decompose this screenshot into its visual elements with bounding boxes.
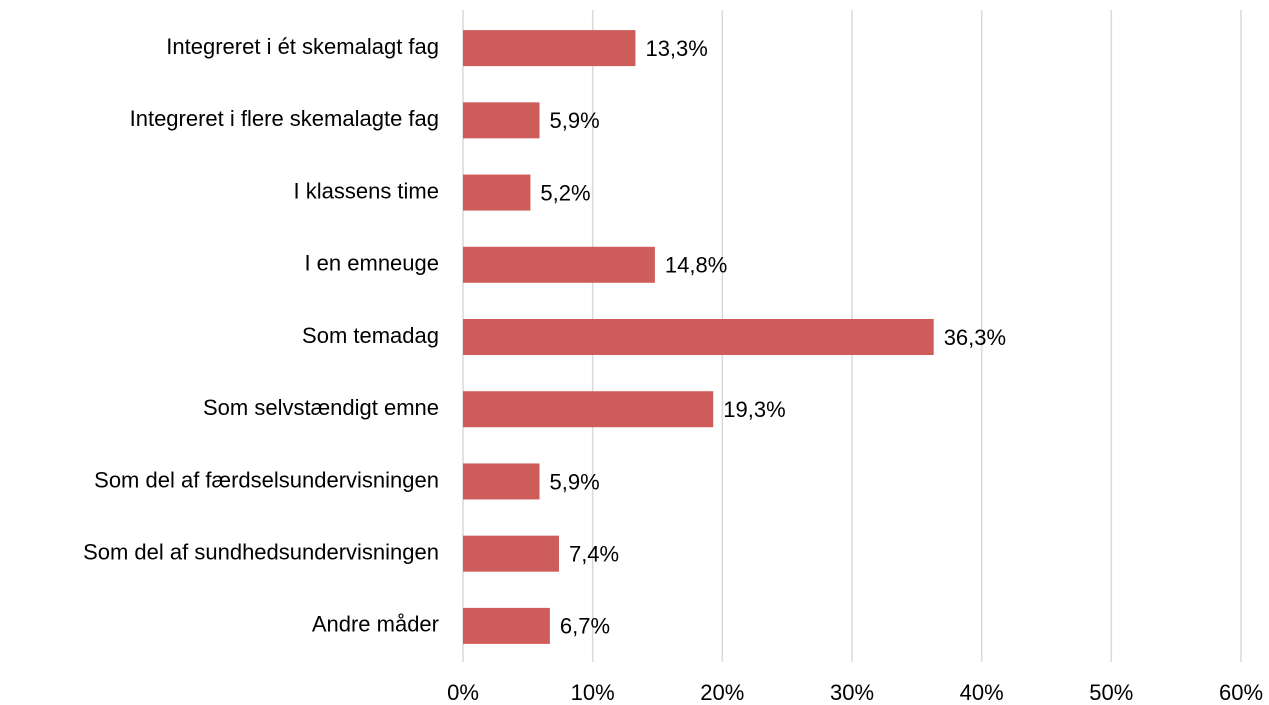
bar (463, 319, 934, 355)
x-tick-label: 60% (1219, 680, 1263, 705)
x-tick-label: 0% (447, 680, 479, 705)
bar (463, 174, 531, 211)
data-label: 19,3% (723, 397, 785, 422)
y-tick-label: Som temadag (302, 323, 439, 348)
bar (463, 391, 714, 428)
x-tick-label: 30% (830, 680, 874, 705)
bar (463, 30, 636, 67)
x-tick-label: 40% (960, 680, 1004, 705)
bar (463, 607, 550, 644)
data-label: 5,9% (550, 108, 600, 133)
y-tick-label: Integreret i ét skemalagt fag (166, 34, 439, 59)
bar (463, 463, 540, 500)
data-label: 36,3% (944, 325, 1006, 350)
data-label: 6,7% (560, 614, 610, 639)
data-label: 7,4% (569, 541, 619, 566)
y-tick-label: Integreret i flere skemalagte fag (130, 106, 439, 131)
y-tick-label: Som del af sundhedsundervisningen (83, 539, 439, 564)
y-tick-label: Som del af færdselsundervisningen (94, 467, 439, 492)
data-label: 14,8% (665, 253, 727, 278)
y-tick-label: Som selvstændigt emne (203, 395, 439, 420)
bar (463, 102, 540, 139)
data-label: 13,3% (645, 36, 707, 61)
data-label: 5,9% (550, 469, 600, 494)
bar (463, 246, 655, 283)
x-tick-label: 50% (1089, 680, 1133, 705)
y-tick-label: I en emneuge (304, 251, 439, 276)
y-tick-label: I klassens time (294, 178, 440, 203)
bar (463, 535, 559, 572)
y-tick-label: Andre måder (312, 612, 439, 637)
x-tick-label: 20% (700, 680, 744, 705)
data-label: 5,2% (540, 180, 590, 205)
x-tick-label: 10% (571, 680, 615, 705)
